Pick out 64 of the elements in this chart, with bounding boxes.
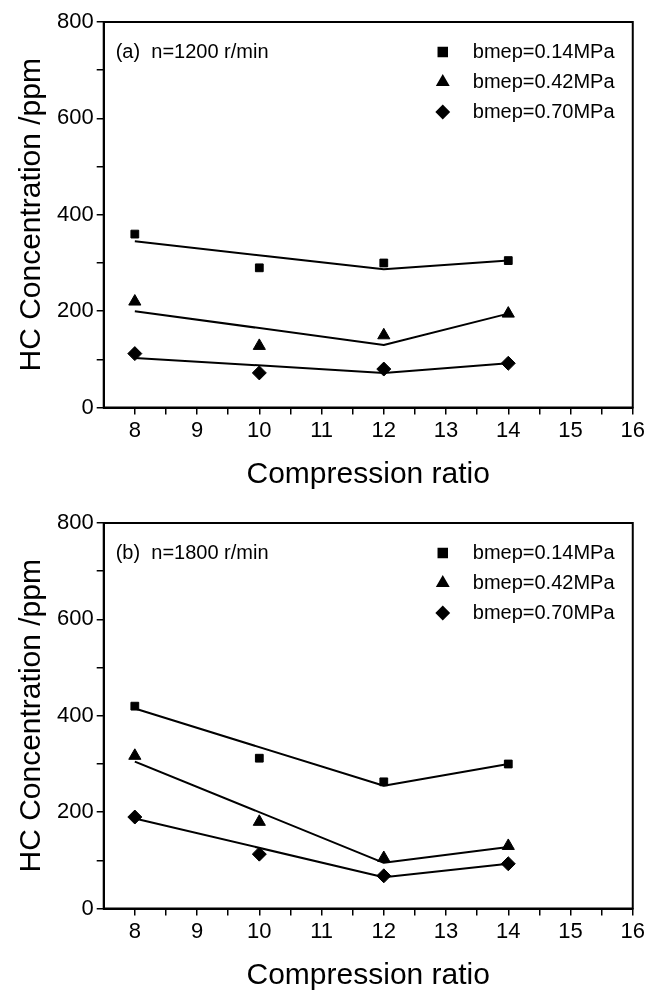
point	[128, 748, 142, 760]
x-tick-label: 9	[190, 416, 204, 442]
point	[254, 263, 264, 273]
legend-label: bmep=0.42MPa	[472, 570, 616, 593]
point	[503, 759, 513, 769]
y-tick-label: 200	[56, 798, 94, 824]
x-axis-title: Compression ratio	[246, 957, 490, 991]
y-tick-label: 0	[81, 393, 94, 419]
y-tick-label: 200	[56, 297, 94, 323]
x-tick-label: 10	[247, 917, 272, 943]
point	[128, 294, 142, 306]
y-tick-label: 800	[56, 8, 94, 34]
annotation: (a) n=1200 r/min	[115, 39, 269, 62]
point	[376, 868, 392, 884]
y-tick-label: 800	[56, 509, 94, 535]
x-tick-label: 11	[310, 917, 333, 943]
y-tick-label: 400	[56, 200, 94, 226]
x-tick-label: 11	[310, 416, 333, 442]
x-tick-label: 14	[496, 917, 521, 943]
point	[500, 856, 516, 872]
point	[130, 701, 140, 711]
point	[376, 361, 392, 377]
x-tick-label: 12	[371, 917, 397, 943]
point	[500, 355, 516, 371]
y-tick-label: 400	[56, 701, 94, 727]
x-tick-label: 16	[620, 416, 646, 442]
x-tick-label: 10	[247, 416, 272, 442]
x-tick-label: 13	[433, 416, 459, 442]
point	[251, 846, 267, 862]
x-tick-label: 16	[620, 917, 646, 943]
point	[252, 814, 266, 826]
point	[251, 365, 267, 381]
x-axis-title: Compression ratio	[246, 456, 490, 490]
point	[130, 229, 140, 239]
x-tick-label: 12	[371, 416, 397, 442]
x-tick-label: 9	[190, 917, 204, 943]
y-axis-title: HC Concentration /ppm	[13, 58, 47, 372]
point	[379, 777, 389, 787]
legend-label: bmep=0.42MPa	[472, 69, 616, 92]
x-tick-label: 13	[433, 917, 459, 943]
annotation: (b) n=1800 r/min	[115, 540, 269, 563]
y-tick-label: 0	[81, 894, 94, 920]
x-tick-label: 14	[496, 416, 521, 442]
point	[377, 327, 391, 340]
point	[254, 753, 264, 763]
point	[127, 346, 143, 362]
x-tick-label: 8	[128, 917, 141, 943]
point	[377, 850, 391, 862]
x-tick-label: 8	[128, 416, 141, 442]
y-tick-label: 600	[56, 605, 94, 631]
legend-label: bmep=0.70MPa	[472, 99, 616, 122]
point	[379, 258, 389, 268]
x-tick-label: 15	[558, 917, 583, 943]
y-tick-label: 600	[56, 104, 94, 130]
y-axis-title: HC Concentration /ppm	[13, 559, 47, 873]
legend-label: bmep=0.70MPa	[472, 600, 616, 623]
point	[501, 838, 515, 850]
point	[503, 256, 513, 265]
legend-label: bmep=0.14MPa	[472, 39, 616, 62]
legend-label: bmep=0.14MPa	[472, 540, 616, 563]
point	[252, 338, 266, 350]
point	[501, 306, 515, 318]
x-tick-label: 15	[558, 416, 583, 442]
point	[127, 809, 143, 825]
